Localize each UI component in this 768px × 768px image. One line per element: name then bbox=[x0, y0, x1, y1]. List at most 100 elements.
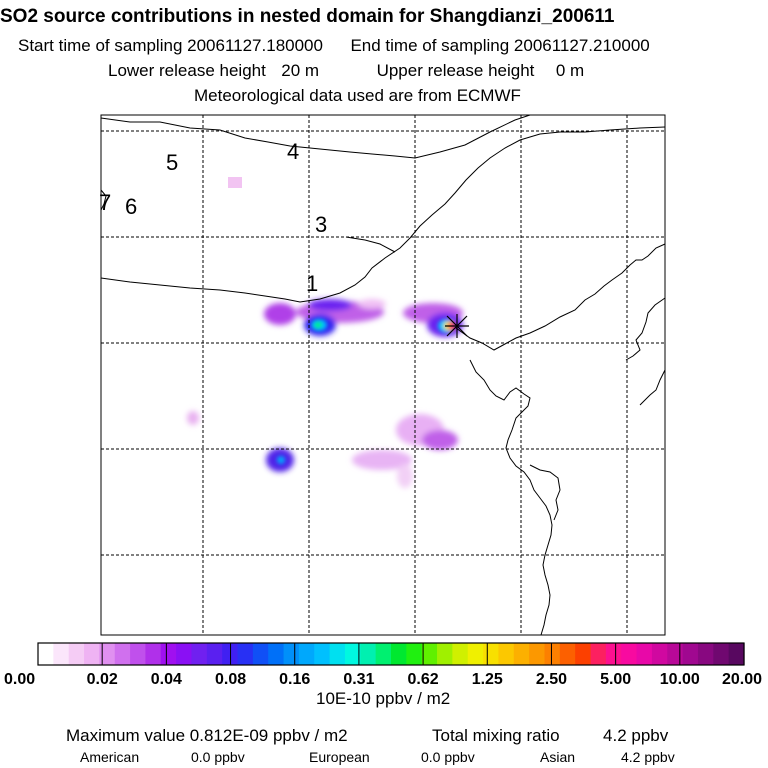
sampling-time-line: Start time of sampling 20061127.180000 E… bbox=[18, 36, 650, 56]
colorbar-cells bbox=[38, 643, 745, 665]
colorbar-cell bbox=[298, 643, 315, 665]
colorbar-cell bbox=[375, 643, 392, 665]
colorbar-cell bbox=[114, 643, 131, 665]
colorbar-cell bbox=[467, 643, 484, 665]
plume-patch bbox=[264, 303, 296, 325]
concentration-field bbox=[187, 177, 463, 488]
total-mixing-ratio-line: Total mixing ratio 4.2 ppbv bbox=[432, 726, 668, 746]
end-time-label: End time of sampling bbox=[350, 36, 510, 55]
colorbar-cell bbox=[697, 643, 714, 665]
colorbar-tick-labels: 0.00 0.02 0.04 0.08 0.16 0.31 0.62 1.25 2.50 5.00… bbox=[4, 671, 762, 688]
contour-label: 4 bbox=[287, 139, 299, 164]
colorbar-unit: 10E-10 ppbv / m2 bbox=[316, 689, 451, 708]
colorbar-cell bbox=[452, 643, 469, 665]
colorbar-tick-label: 0.02 bbox=[87, 671, 118, 688]
total-mixing-label: Total mixing ratio bbox=[432, 726, 560, 745]
colorbar-cell bbox=[176, 643, 193, 665]
map-frame bbox=[100, 114, 666, 636]
colorbar-cell bbox=[53, 643, 70, 665]
plume-patch bbox=[397, 464, 413, 488]
colorbar-tick-label: 2.50 bbox=[536, 671, 567, 688]
colorbar-cell bbox=[206, 643, 223, 665]
european-label: European bbox=[309, 749, 370, 765]
colorbar-cell bbox=[99, 643, 116, 665]
colorbar-tick-label: 0.04 bbox=[151, 671, 182, 688]
chart-title: SO2 source contributions in nested domai… bbox=[0, 6, 615, 27]
plume-core bbox=[277, 456, 285, 464]
colorbar-cell bbox=[651, 643, 668, 665]
contour-label: 1 bbox=[306, 271, 318, 296]
colorbar-cell bbox=[513, 643, 530, 665]
american-value: 0.0 ppbv bbox=[191, 749, 245, 765]
colorbar-frame bbox=[37, 642, 745, 666]
colorbar-tick-label: 20.00 bbox=[722, 671, 762, 688]
colorbar-cell bbox=[191, 643, 208, 665]
colorbar-cell bbox=[590, 643, 607, 665]
border-line bbox=[469, 359, 553, 636]
colorbar-tick-label: 0.16 bbox=[279, 671, 310, 688]
colorbar-tick-label: 1.25 bbox=[472, 671, 503, 688]
european-value: 0.0 ppbv bbox=[421, 749, 475, 765]
border-line bbox=[529, 464, 561, 521]
plume-patch bbox=[228, 177, 242, 188]
lower-release-value: 20 m bbox=[281, 61, 320, 80]
plume-core bbox=[314, 322, 322, 328]
colorbar-cell bbox=[575, 643, 592, 665]
start-time-label: Start time of sampling bbox=[18, 36, 183, 55]
plume-patch bbox=[187, 411, 199, 425]
colorbar-cell bbox=[360, 643, 377, 665]
colorbar-cell bbox=[329, 643, 346, 665]
colorbar-cell bbox=[344, 643, 361, 665]
colorbar-cell bbox=[84, 643, 100, 665]
border-line bbox=[100, 189, 107, 211]
colorbar-cell bbox=[268, 643, 285, 665]
receptor-site-marker bbox=[445, 314, 469, 338]
coastlines-borders bbox=[100, 114, 666, 636]
colorbar-tick-label: 0.00 bbox=[4, 671, 35, 688]
colorbar-tick-label: 5.00 bbox=[600, 671, 631, 688]
colorbar-cell bbox=[406, 643, 423, 665]
colorbar-cell bbox=[421, 643, 438, 665]
colorbar-tick-label: 0.08 bbox=[215, 671, 246, 688]
colorbar-cell bbox=[237, 643, 254, 665]
colorbar-cell bbox=[145, 643, 162, 665]
colorbar-cell bbox=[559, 643, 576, 665]
border-line bbox=[345, 236, 396, 253]
start-time-value: 20061127.180000 bbox=[187, 36, 323, 55]
colorbar-cell bbox=[391, 643, 407, 665]
max-value: 0.812E-09 ppbv / m2 bbox=[189, 726, 348, 745]
colorbar-cell bbox=[252, 643, 269, 665]
colorbar-tick-label: 0.31 bbox=[343, 671, 374, 688]
contour-label: 7 bbox=[99, 190, 111, 215]
colorbar-dividers bbox=[101, 643, 681, 665]
border-line bbox=[639, 369, 666, 406]
colorbar-cell bbox=[667, 643, 684, 665]
colorbar-cell bbox=[38, 643, 54, 665]
colorbar-tick-label: 0.62 bbox=[408, 671, 439, 688]
colorbar-cell bbox=[68, 643, 85, 665]
lower-release-label: Lower release height bbox=[108, 61, 266, 80]
asian-label: Asian bbox=[540, 749, 576, 765]
colorbar-cell bbox=[314, 643, 331, 665]
plume-patch bbox=[422, 430, 458, 450]
colorbar-cell bbox=[605, 643, 622, 665]
border-line bbox=[625, 297, 666, 361]
plume-patch bbox=[352, 450, 412, 470]
colorbar-cell bbox=[130, 643, 147, 665]
colorbar-tick-label: 10.00 bbox=[660, 671, 700, 688]
contour-label: 3 bbox=[315, 212, 327, 237]
colorbar-cell bbox=[682, 643, 699, 665]
american-label: American bbox=[80, 749, 140, 765]
colorbar-cell bbox=[713, 643, 730, 665]
contour-label: 5 bbox=[166, 150, 178, 175]
colorbar-cell bbox=[636, 643, 653, 665]
colorbar-cell bbox=[728, 643, 745, 665]
release-height-line: Lower release height 20 m Upper release … bbox=[108, 61, 584, 81]
upper-release-label: Upper release height bbox=[376, 61, 535, 80]
border-line bbox=[100, 126, 666, 303]
colorbar-cell bbox=[483, 643, 500, 665]
upper-release-value: 0 m bbox=[555, 61, 585, 80]
max-value-label: Maximum value bbox=[66, 726, 186, 745]
